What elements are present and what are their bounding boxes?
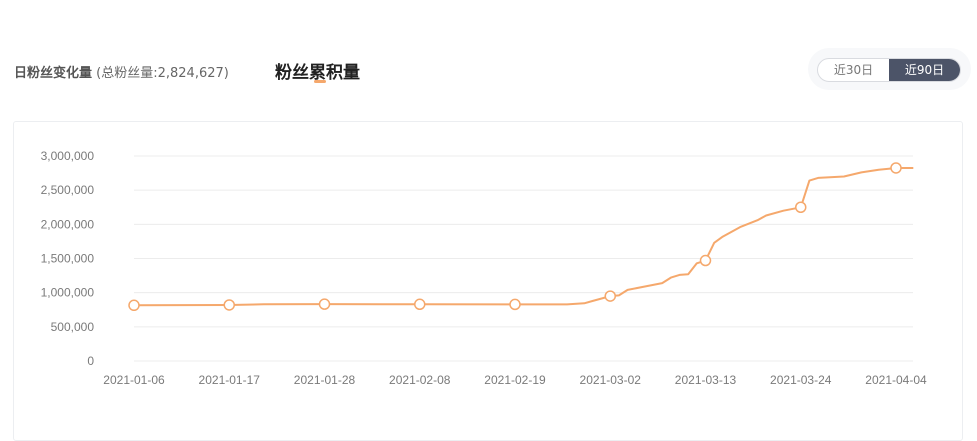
data-point-marker [128, 299, 140, 312]
data-point-marker [604, 290, 616, 302]
data-point-marker [223, 299, 235, 311]
y-tick-label: 0 [87, 354, 94, 368]
y-tick-label: 500,000 [51, 320, 95, 334]
daily-change-tab[interactable]: 日粉丝变化量 (总粉丝量:2,824,627) [14, 62, 229, 81]
x-axis-labels: 2021-01-06 2021-01-17 2021-01-28 2021-02-08… [103, 373, 927, 387]
data-point-marker [699, 254, 712, 267]
series-line [133, 167, 914, 307]
x-tick-label: 2021-01-17 [199, 373, 261, 387]
cumulative-tab[interactable]: 粉丝累积量 [275, 63, 360, 83]
range-90-day-button[interactable]: 近90日 [889, 59, 960, 81]
y-tick-label: 3,000,000 [41, 149, 95, 163]
follower-line-chart: 0 500,000 1,000,000 1,500,000 2,000,000 2,500… [41, 149, 927, 387]
x-tick-label: 2021-01-28 [294, 373, 356, 387]
x-tick-label: 2021-02-08 [389, 373, 451, 387]
follower-line [133, 167, 914, 307]
range-toggle: 近30日 近90日 [817, 58, 961, 82]
x-tick-label: 2021-02-19 [484, 373, 546, 387]
chart-card [13, 121, 963, 441]
data-point-marker [318, 298, 331, 310]
data-point-marker [509, 298, 521, 311]
x-tick-label: 2021-03-13 [675, 373, 737, 387]
y-tick-label: 2,500,000 [41, 183, 95, 197]
total-followers-text: (总粉丝量:2,824,627) [96, 66, 229, 81]
y-tick-label: 1,500,000 [41, 252, 95, 266]
x-tick-label: 2021-03-24 [770, 373, 832, 387]
daily-change-label: 日粉丝变化量 [14, 66, 93, 81]
data-point-marker [890, 162, 902, 174]
x-tick-label: 2021-03-02 [580, 373, 642, 387]
x-tick-label: 2021-01-06 [103, 373, 165, 387]
y-axis-labels: 0 500,000 1,000,000 1,500,000 2,000,000 2,500… [41, 149, 95, 368]
range-30-day-button[interactable]: 近30日 [833, 63, 874, 77]
series-markers [128, 162, 902, 312]
y-tick-label: 1,000,000 [41, 286, 95, 300]
data-point-marker [414, 298, 426, 311]
grid-lines [134, 155, 913, 362]
x-tick-label: 2021-04-04 [865, 373, 927, 387]
chart-header: 日粉丝变化量 (总粉丝量:2,824,627) 粉丝累积量 近30日 近90日 [0, 0, 977, 110]
active-tab-indicator [314, 80, 326, 83]
y-tick-label: 2,000,000 [41, 217, 95, 231]
data-point-marker [795, 201, 807, 213]
